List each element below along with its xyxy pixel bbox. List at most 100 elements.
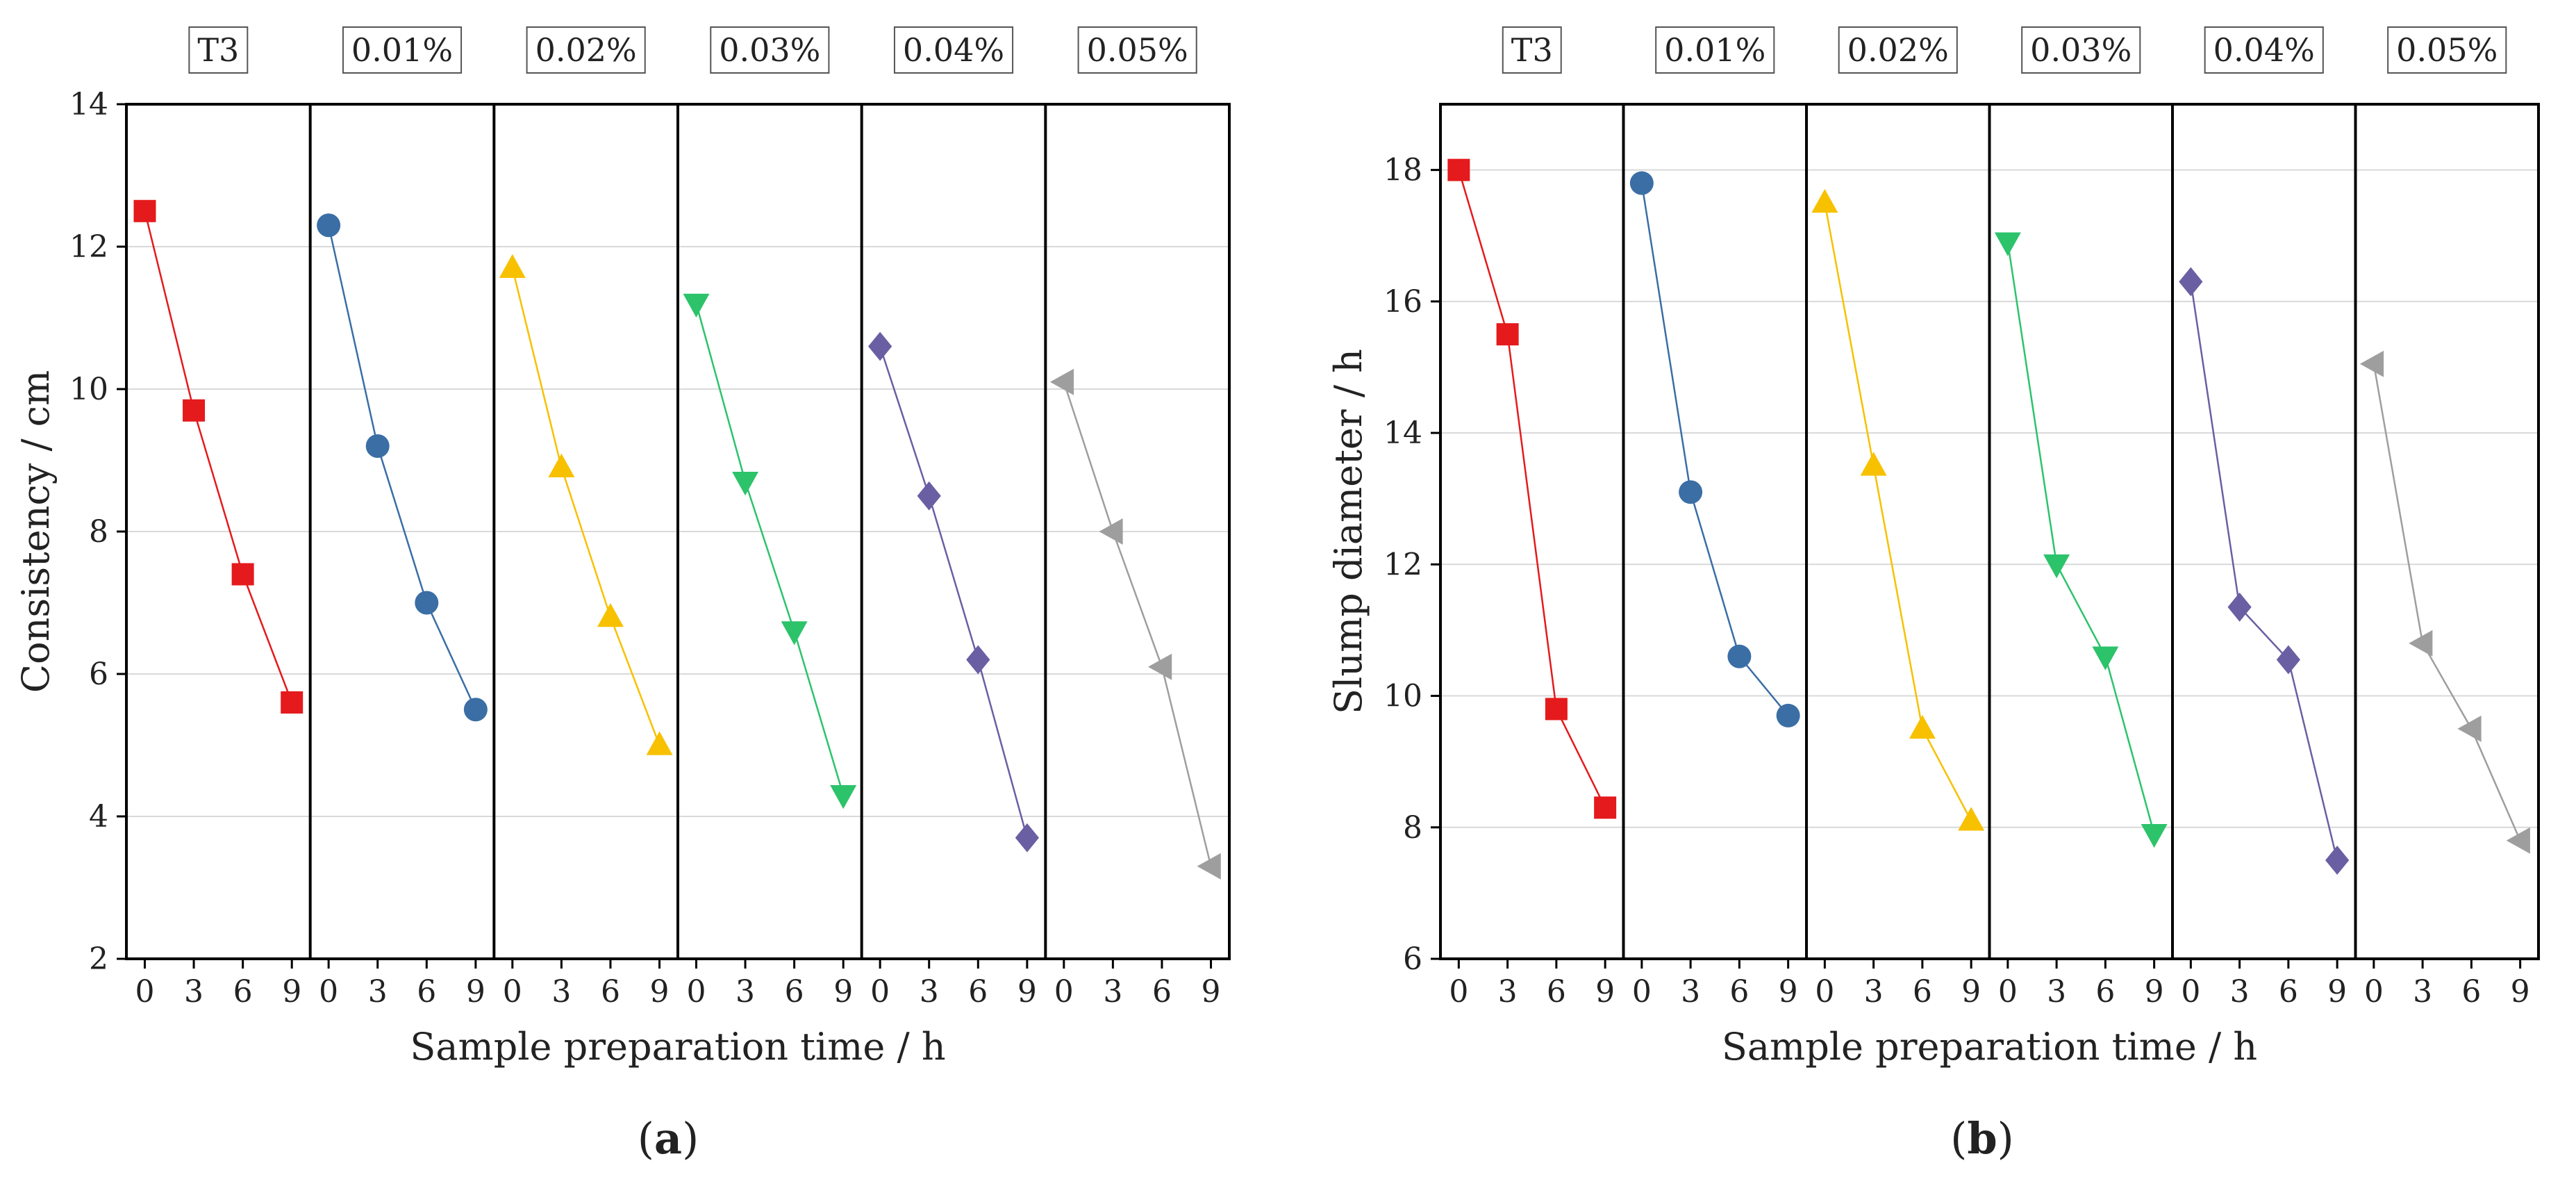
data-point bbox=[830, 785, 857, 809]
x-tick-label: 3 bbox=[368, 974, 388, 1010]
data-point bbox=[1629, 171, 1654, 195]
data-point bbox=[133, 199, 156, 222]
data-point bbox=[365, 434, 390, 458]
data-point bbox=[2141, 823, 2168, 848]
data-point bbox=[917, 481, 941, 511]
x-tick-label: 6 bbox=[1913, 974, 1932, 1010]
data-point bbox=[683, 293, 710, 318]
x-tick-label: 3 bbox=[1864, 974, 1884, 1010]
x-tick-label: 9 bbox=[1595, 974, 1615, 1010]
data-point bbox=[281, 691, 304, 714]
x-tick-label: 9 bbox=[1779, 974, 1798, 1010]
y-tick-label: 6 bbox=[1403, 941, 1422, 977]
data-point bbox=[2276, 645, 2300, 675]
x-axis-title: Sample preparation time / h bbox=[1722, 1025, 2257, 1069]
group-label: T3 bbox=[1511, 31, 1553, 69]
group-label-box bbox=[1655, 26, 1775, 74]
panel-caption: (b) bbox=[1950, 1113, 2014, 1164]
x-axis-title: Sample preparation time / h bbox=[410, 1025, 945, 1069]
data-point bbox=[1679, 480, 1703, 504]
data-point bbox=[1099, 518, 1123, 545]
group-label-box bbox=[893, 26, 1014, 74]
x-tick-label: 9 bbox=[466, 974, 485, 1010]
panel-caption: (a) bbox=[638, 1113, 699, 1164]
x-tick-label: 6 bbox=[785, 974, 804, 1010]
data-point bbox=[1811, 188, 1838, 213]
series-line-4 bbox=[695, 303, 845, 796]
x-tick-label: 3 bbox=[2413, 974, 2432, 1010]
x-tick-label: 9 bbox=[1961, 974, 1981, 1010]
series-line-6 bbox=[2373, 363, 2521, 841]
series-line-6 bbox=[1063, 381, 1212, 867]
data-point bbox=[183, 399, 206, 422]
x-tick-label: 3 bbox=[2230, 974, 2250, 1010]
series-line-1 bbox=[144, 211, 293, 703]
data-point bbox=[2506, 827, 2530, 854]
x-tick-label: 9 bbox=[833, 974, 853, 1010]
data-point bbox=[646, 731, 673, 755]
y-tick-label: 12 bbox=[69, 229, 108, 265]
data-point bbox=[1545, 698, 1568, 721]
group-label: 0.02% bbox=[1847, 31, 1949, 69]
data-point bbox=[231, 563, 254, 586]
x-tick-label: 3 bbox=[1103, 974, 1122, 1010]
y-tick-label: 16 bbox=[1383, 284, 1422, 320]
x-tick-label: 3 bbox=[736, 974, 755, 1010]
data-point bbox=[463, 698, 488, 722]
group-label: 0.02% bbox=[535, 31, 637, 69]
data-point bbox=[2092, 646, 2119, 670]
data-point bbox=[2043, 554, 2070, 579]
x-tick-label: 9 bbox=[650, 974, 670, 1010]
data-point bbox=[868, 331, 892, 361]
data-point bbox=[2227, 592, 2252, 622]
x-tick-label: 0 bbox=[2364, 974, 2384, 1010]
x-tick-label: 0 bbox=[1998, 974, 2018, 1010]
x-tick-label: 6 bbox=[2279, 974, 2298, 1010]
x-tick-label: 0 bbox=[135, 974, 154, 1010]
data-point bbox=[1015, 823, 1039, 853]
data-point bbox=[1776, 703, 1800, 727]
x-tick-label: 9 bbox=[2511, 974, 2530, 1010]
x-tick-label: 0 bbox=[503, 974, 522, 1010]
data-point bbox=[317, 213, 341, 238]
series-line-5 bbox=[879, 346, 1029, 839]
data-point bbox=[732, 472, 759, 496]
x-tick-label: 9 bbox=[2327, 974, 2347, 1010]
x-tick-label: 3 bbox=[551, 974, 571, 1010]
x-tick-label: 6 bbox=[2461, 974, 2481, 1010]
group-label-box bbox=[710, 26, 830, 74]
x-tick-label: 0 bbox=[1054, 974, 1074, 1010]
group-label-box bbox=[2387, 26, 2507, 74]
data-point bbox=[415, 591, 439, 615]
x-tick-label: 0 bbox=[870, 974, 890, 1010]
x-tick-label: 9 bbox=[2145, 974, 2164, 1010]
group-label: 0.05% bbox=[2396, 31, 2498, 69]
x-tick-label: 6 bbox=[417, 974, 436, 1010]
x-tick-label: 6 bbox=[1547, 974, 1566, 1010]
data-point bbox=[1909, 714, 1936, 739]
group-label: 0.03% bbox=[2030, 31, 2132, 69]
data-point bbox=[1197, 853, 1221, 880]
data-point bbox=[1496, 323, 1519, 346]
y-tick-label: 8 bbox=[1403, 810, 1422, 846]
x-tick-label: 0 bbox=[686, 974, 706, 1010]
x-tick-label: 6 bbox=[1729, 974, 1749, 1010]
data-point bbox=[1049, 368, 1074, 395]
data-point bbox=[1860, 452, 1887, 476]
x-tick-label: 6 bbox=[1152, 974, 1172, 1010]
data-point bbox=[1958, 807, 1985, 831]
x-tick-label: 6 bbox=[968, 974, 988, 1010]
series-line-4 bbox=[2006, 242, 2155, 834]
data-point bbox=[548, 453, 575, 477]
y-axis-title: Slump diameter / h bbox=[1327, 349, 1370, 714]
x-tick-label: 0 bbox=[319, 974, 338, 1010]
group-label: 0.01% bbox=[351, 31, 453, 69]
y-tick-label: 2 bbox=[89, 941, 108, 977]
y-tick-label: 8 bbox=[89, 514, 108, 550]
y-tick-label: 4 bbox=[89, 799, 108, 834]
group-label-box bbox=[526, 26, 646, 74]
group-label: T3 bbox=[197, 31, 239, 69]
y-tick-label: 10 bbox=[1383, 679, 1422, 714]
data-point bbox=[1447, 158, 1470, 181]
series-line-1 bbox=[1458, 170, 1606, 808]
